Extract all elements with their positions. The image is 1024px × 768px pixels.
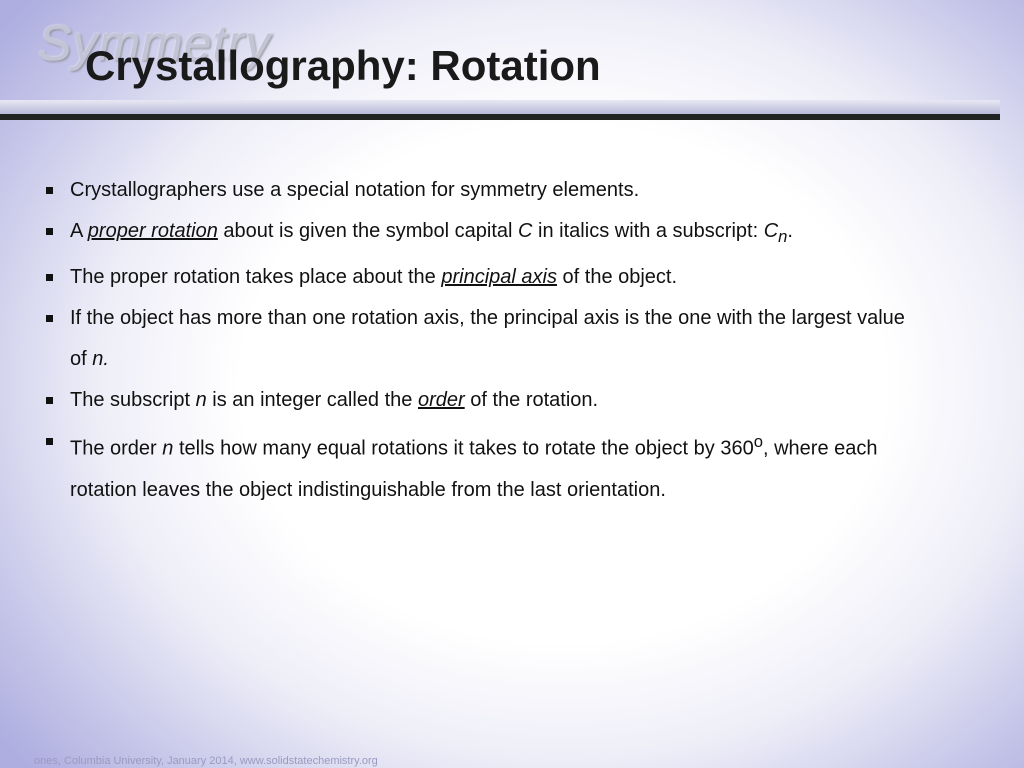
bullet: The order n tells how many equal rotatio… [44, 421, 924, 511]
superscript: o [753, 432, 763, 451]
bullet: The subscript n is an integer called the… [44, 380, 924, 421]
text: is an integer called the [206, 389, 418, 411]
header-band [0, 100, 1000, 114]
header-rule [0, 114, 1000, 120]
term: principal axis [441, 266, 557, 288]
text: If the object has more than one rotation… [70, 307, 905, 370]
text: . [787, 220, 793, 242]
bullet: If the object has more than one rotation… [44, 298, 924, 380]
symbol: n [195, 389, 207, 411]
symbol: C [763, 220, 779, 242]
logo-text: Symmetry [38, 15, 271, 71]
text: Crystallographers use a special notation… [70, 179, 640, 201]
text: , where each rotation leaves the object … [70, 437, 878, 501]
text: of the object. [556, 266, 678, 288]
term: proper rotation [87, 220, 218, 242]
text: of the rotation. [464, 389, 599, 411]
bullet: The proper rotation takes place about th… [44, 257, 924, 298]
footer: ones, Columbia University, January 2014,… [34, 755, 378, 767]
text: in italics with a subscript: [532, 220, 764, 242]
bullet: A proper rotation about is given the sym… [44, 211, 924, 257]
symbol: n. [92, 348, 109, 370]
bullet: Crystallographers use a special notation… [44, 170, 924, 211]
text: The proper rotation takes place about th… [70, 266, 442, 288]
text: about is given the symbol capital [217, 220, 519, 242]
text: The subscript [70, 389, 196, 411]
text: tells how many equal rotations it takes … [173, 437, 754, 460]
bullet-list: Crystallographers use a special notation… [44, 170, 924, 511]
text: The order [70, 437, 163, 460]
term: order [417, 389, 465, 411]
text: A [70, 220, 88, 242]
symbol: n [162, 437, 174, 460]
subscript: n [778, 227, 788, 246]
symbol: C [518, 220, 533, 242]
slide-title: Crystallography: Rotation [85, 42, 601, 89]
